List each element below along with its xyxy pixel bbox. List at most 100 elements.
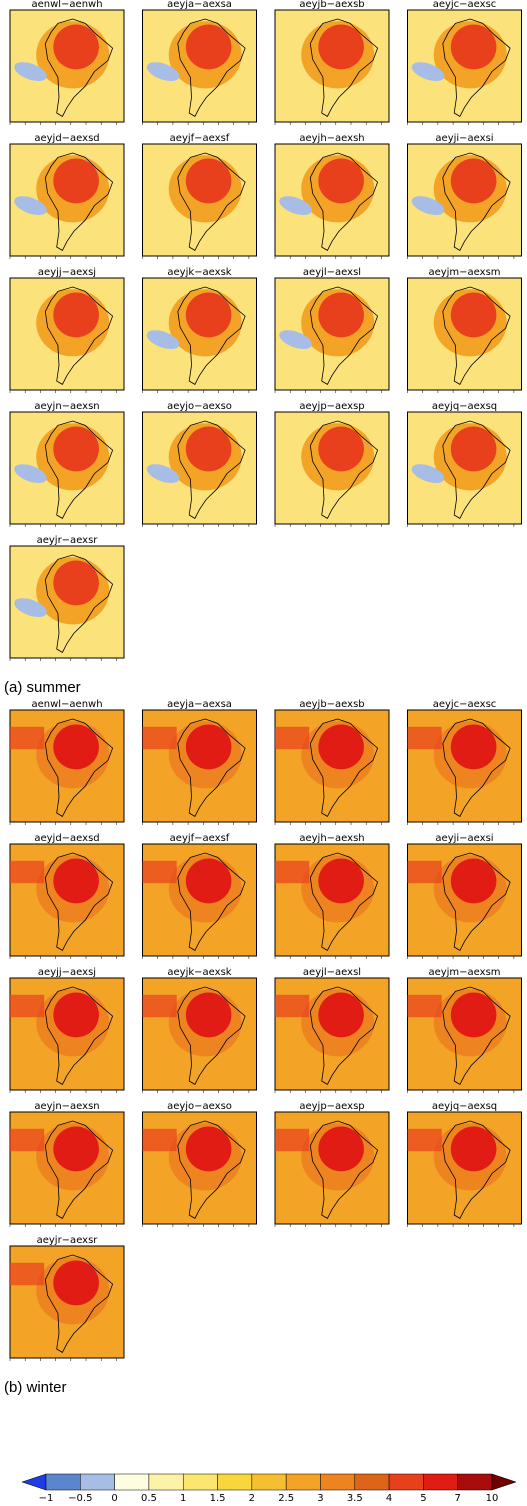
colorbar-box [115,1474,149,1490]
anomaly-field [143,1129,177,1151]
anomaly-field [53,725,99,770]
panel-title: aeyjm−aexsm [428,267,500,278]
anomaly-field [318,1127,364,1172]
panel-title: aeyjp−aexsp [299,401,364,412]
panel-title: aeyjf−aexsf [170,833,230,844]
panel-title: aeyjd−aexsd [34,833,99,844]
panel-title: aeyjh−aexsh [299,833,364,844]
map-panel: aeyjn−aexsn [10,1101,124,1227]
panel-title: aeyjj−aexsj [38,967,96,978]
panel-title: aeyja−aexsa [167,0,232,10]
anomaly-field [318,25,364,70]
anomaly-field [53,159,99,204]
anomaly-field [53,993,99,1038]
anomaly-field [408,727,442,749]
panel-title: aeyjn−aexsn [34,401,99,412]
panel-title: aenwl−aenwh [31,699,102,710]
map-panel: aeyjc−aexsc [408,699,522,825]
anomaly-field [10,995,44,1017]
anomaly-field [186,427,232,472]
anomaly-field [408,861,442,883]
anomaly-field [318,159,364,204]
panel-title: aeyjd−aexsd [34,133,99,144]
anomaly-field [318,993,364,1038]
colorbar-tick-label: 5 [420,1493,426,1504]
panel-title: aeyjn−aexsn [34,1101,99,1112]
colorbar-tick-label: 3.5 [347,1493,363,1504]
colorbar-tick-label: −0.5 [68,1493,92,1504]
map-panel: aeyjd−aexsd [10,833,124,959]
map-panel: aeyjb−aexsb [275,0,389,125]
colorbar-box [218,1474,252,1490]
panel-title: aeyjb−aexsb [299,0,364,10]
anomaly-field [186,1127,232,1172]
anomaly-field [451,25,497,70]
map-panel: aeyjf−aexsf [143,133,257,259]
anomaly-field [451,859,497,904]
panel-title: aeyja−aexsa [167,699,232,710]
anomaly-field [408,1129,442,1151]
map-panel: aeyjb−aexsb [275,699,389,825]
anomaly-field [451,993,497,1038]
colorbar-box [286,1474,320,1490]
map-panel: aenwl−aenwh [10,0,124,125]
map-panel: aeyjj−aexsj [10,967,124,1093]
anomaly-field [143,995,177,1017]
panel-title: aeyji−aexsi [435,133,493,144]
anomaly-field [451,1127,497,1172]
anomaly-field [275,727,309,749]
anomaly-field [186,725,232,770]
panel-title: aeyjq−aexsq [432,401,497,412]
map-panel: aenwl−aenwh [10,699,124,825]
anomaly-field [10,861,44,883]
panel-title: aeyjr−aexsr [37,1235,99,1246]
anomaly-field [275,995,309,1017]
anomaly-field [10,1129,44,1151]
map-panel: aeyjf−aexsf [143,833,257,959]
anomaly-field [275,1129,309,1151]
colorbar-arrow [22,1474,46,1490]
anomaly-field [318,859,364,904]
map-panel: aeyjr−aexsr [10,535,124,661]
colorbar-box [46,1474,80,1490]
anomaly-field [53,561,99,606]
map-panel: aeyjo−aexso [143,401,257,527]
anomaly-field [318,293,364,338]
anomaly-field [53,1261,99,1306]
map-panel: aeyji−aexsi [408,133,522,259]
panel-title: aeyjj−aexsj [38,267,96,278]
map-panel: aeyjn−aexsn [10,401,124,527]
anomaly-field [451,725,497,770]
panel-title: aeyjf−aexsf [170,133,230,144]
map-panel: aeyji−aexsi [408,833,522,959]
map-panel: aeyjr−aexsr [10,1235,124,1361]
map-panel: aeyjm−aexsm [408,967,522,1093]
panel-title: aeyjo−aexso [167,401,232,412]
map-panel: aeyjo−aexso [143,1101,257,1227]
panel-title: aeyjr−aexsr [37,535,99,546]
panel-title: aenwl−aenwh [31,0,102,10]
panel-title: aeyjk−aexsk [167,267,231,278]
map-panel: aeyjl−aexsl [275,267,389,393]
colorbar-box [320,1474,354,1490]
anomaly-field [186,859,232,904]
panel-title: aeyjq−aexsq [432,1101,497,1112]
panel-title: aeyji−aexsi [435,833,493,844]
anomaly-field [451,159,497,204]
panel-title: aeyjk−aexsk [167,967,231,978]
anomaly-field [451,427,497,472]
map-panel: aeyjp−aexsp [275,401,389,527]
map-panel: aeyjk−aexsk [143,267,257,393]
colorbar-tick-label: 3 [317,1493,323,1504]
panel-title: aeyjm−aexsm [428,967,500,978]
panel-title: aeyjc−aexsc [433,0,497,10]
panel-title: aeyjp−aexsp [299,1101,364,1112]
colorbar-tick-label: 4 [386,1493,392,1504]
anomaly-field [53,427,99,472]
panel-title: aeyjl−aexsl [303,267,361,278]
panel-title: aeyjb−aexsb [299,699,364,710]
map-panel: aeyjc−aexsc [408,0,522,125]
anomaly-field [143,727,177,749]
colorbar-tick-label: 2 [249,1493,255,1504]
colorbar-tick-label: −1 [39,1493,54,1504]
